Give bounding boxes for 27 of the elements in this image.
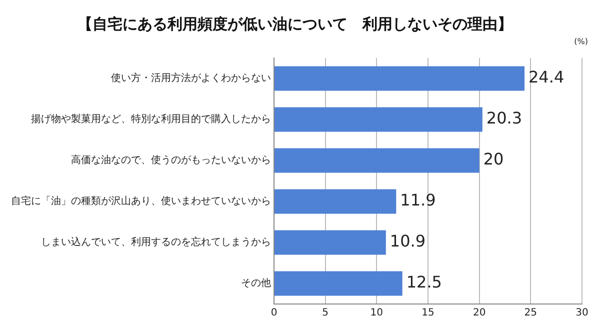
x-tick-label: 0 — [270, 308, 278, 319]
y-tick-label: 高価な油なので、使うのがもったいないから — [71, 154, 271, 166]
x-tick-label: 25 — [524, 308, 538, 319]
bar — [274, 148, 480, 173]
bar — [274, 271, 402, 296]
bar — [274, 66, 525, 91]
x-tick-label: 20 — [472, 308, 486, 319]
bar — [274, 107, 482, 132]
data-label: 20 — [483, 150, 504, 169]
data-label: 12.5 — [406, 272, 442, 292]
y-tick-label: 使い方・活用方法がよくわからない — [111, 72, 271, 84]
data-label: 20.3 — [486, 108, 522, 128]
x-tick-label: 15 — [422, 308, 434, 319]
x-tick-label: 10 — [370, 308, 384, 319]
y-tick-label: 揚げ物や製菓用など、特別な利用目的で購入したから — [31, 113, 271, 126]
text: (%) — [574, 37, 588, 46]
y-tick-label: しまい込んでいて、利用するのを忘れてしまうから — [41, 236, 271, 248]
x-tick-label: 30 — [576, 308, 588, 319]
chart-title: 【自宅にある利用頻度が低い油について 利用しないその理由】 — [78, 14, 512, 33]
y-tick-label: 自宅に「油」の種類が沢山あり、使いまわせていないから — [11, 195, 271, 208]
y-tick-label: その他 — [241, 277, 271, 290]
bar — [274, 189, 396, 214]
data-label: 10.9 — [390, 232, 426, 251]
data-label: 24.4 — [528, 68, 564, 87]
bar — [274, 230, 386, 255]
data-label: 11.9 — [400, 190, 436, 210]
x-tick-label: 5 — [322, 308, 329, 319]
